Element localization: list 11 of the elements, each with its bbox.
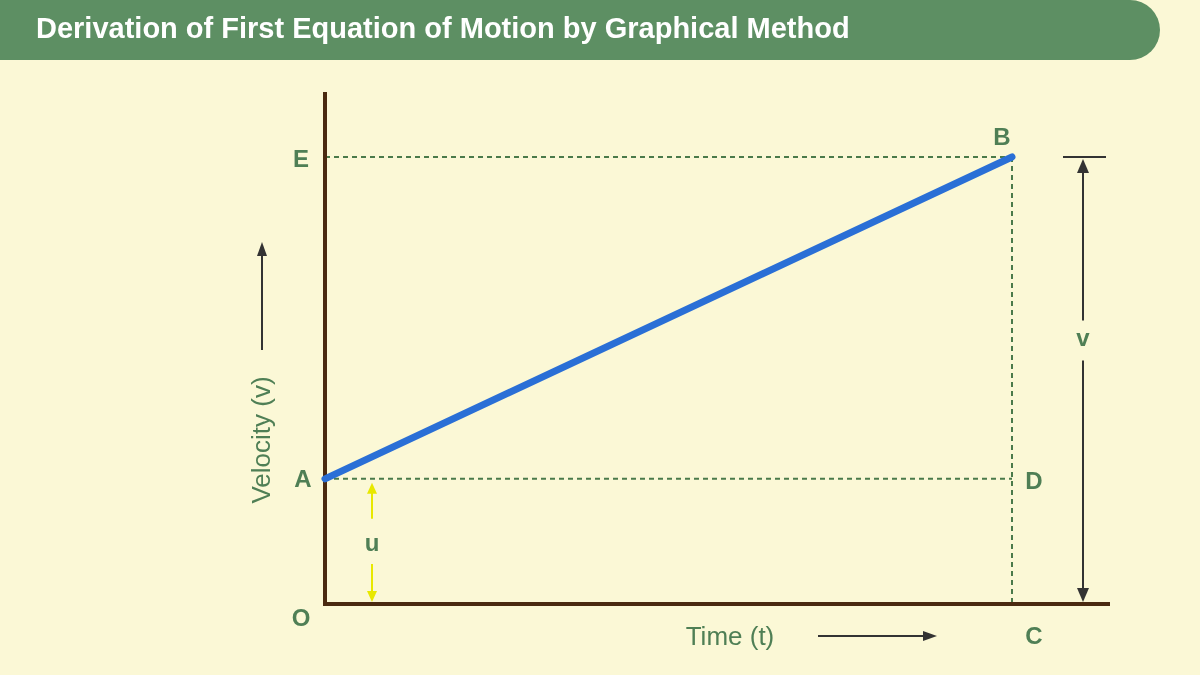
annotation: A	[294, 464, 312, 492]
annotation: u	[364, 529, 380, 557]
text: B	[993, 123, 1011, 150]
annotation: v	[1076, 323, 1091, 351]
y-axis-title: Velocity (v)	[246, 376, 276, 504]
annotation: D	[1025, 466, 1043, 494]
annotation: E	[292, 145, 310, 172]
text: O	[291, 604, 311, 631]
x-axis-title: Time (t)	[685, 621, 775, 651]
chart-title: Derivation of First Equation of Motion by Graphical Method	[36, 12, 850, 44]
text: C	[1025, 622, 1043, 649]
